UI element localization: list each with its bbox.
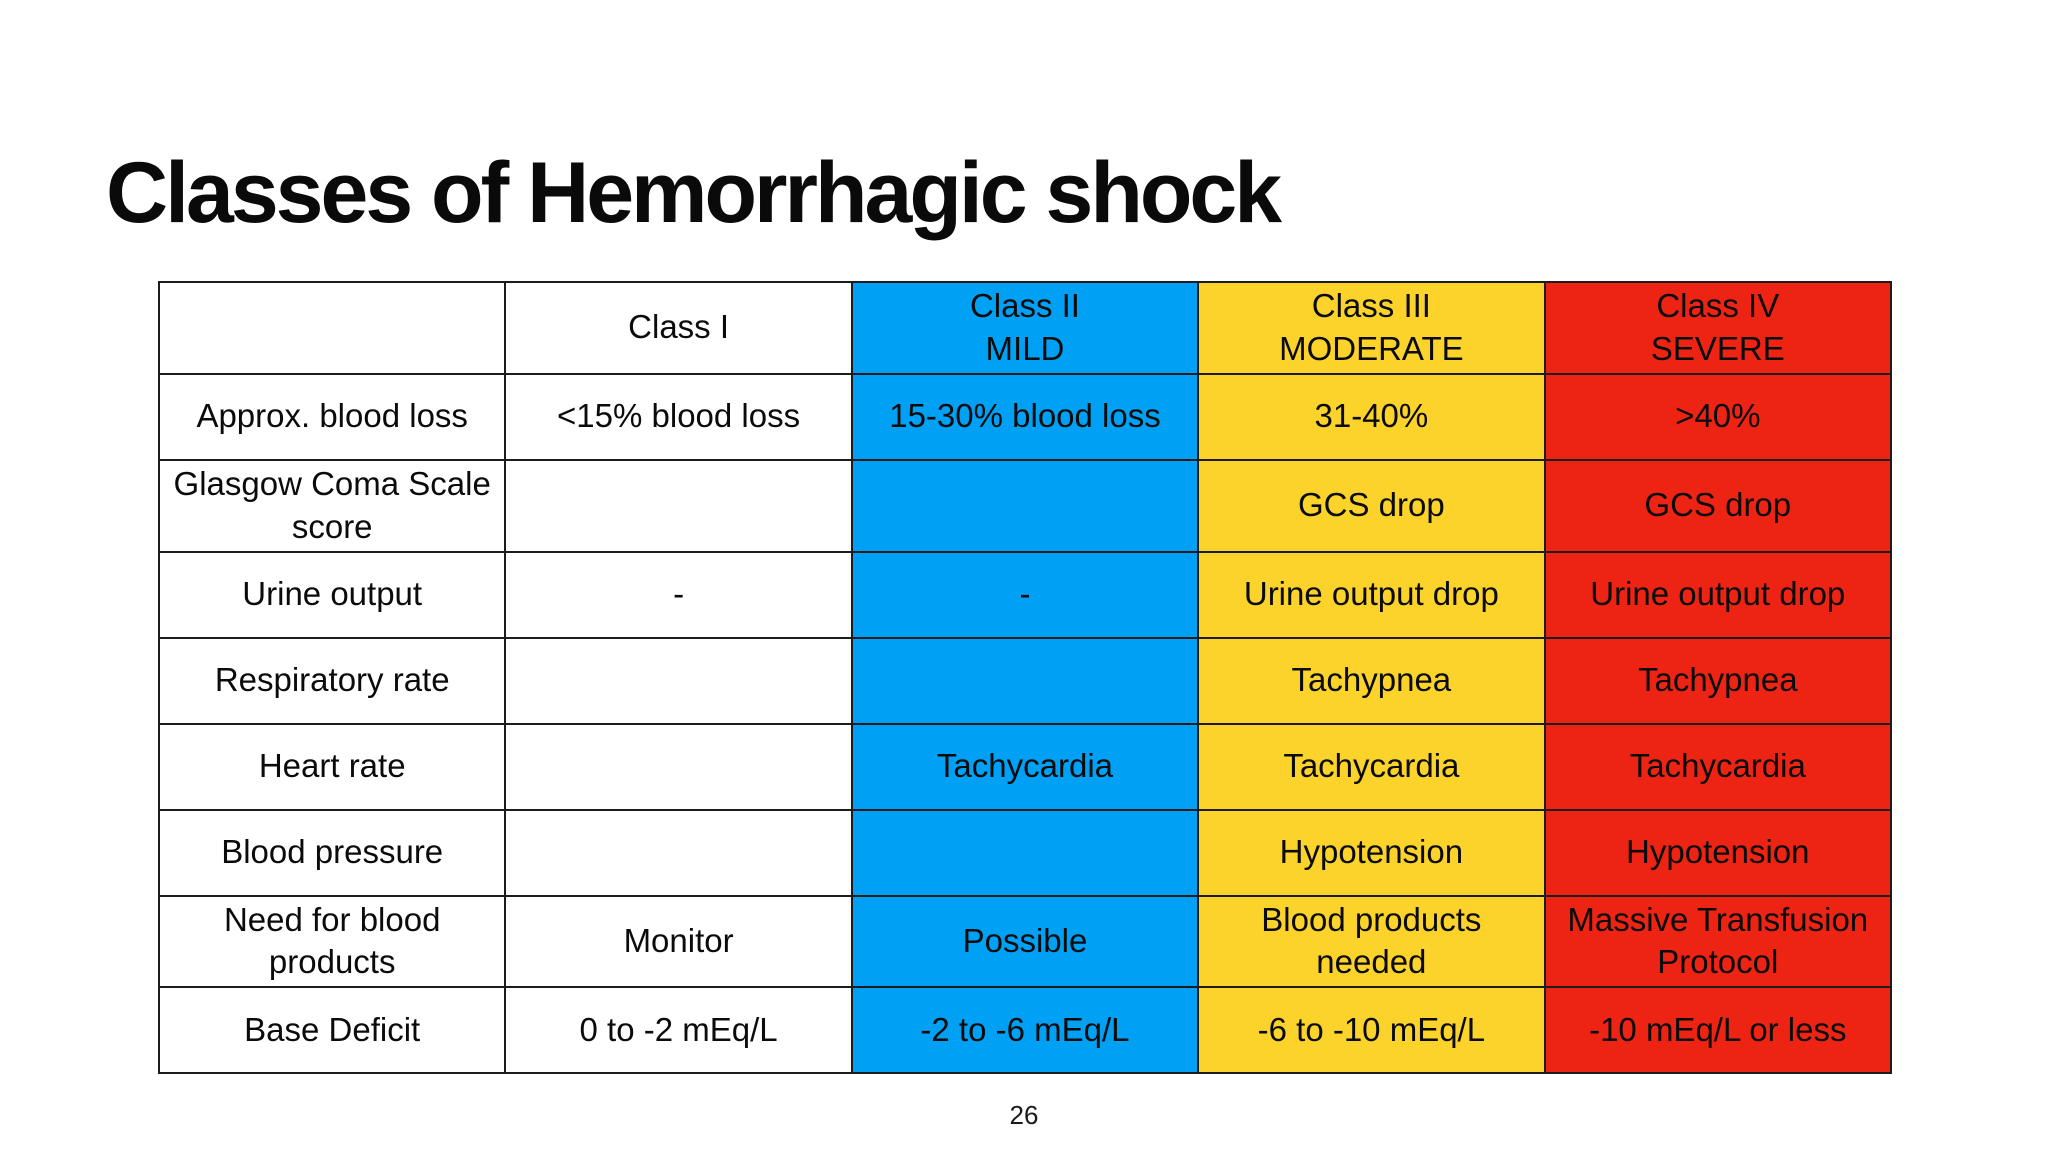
table-cell <box>504 636 853 725</box>
table-cell: Hypotension <box>1543 808 1893 897</box>
table-cell: Tachycardia <box>1197 722 1546 811</box>
header-label: Class IV <box>1656 287 1780 324</box>
table-cell <box>850 636 1200 725</box>
header-sublabel: SEVERE <box>1650 329 1785 367</box>
table-row-blood-pressure: Blood pressure Hypotension Hypotension <box>157 808 1893 897</box>
row-label: Base Deficit <box>157 986 507 1075</box>
table-cell: Tachypnea <box>1197 636 1546 725</box>
table-cell <box>504 458 853 553</box>
table-header-row: Class I Class II MILD Class III MODERATE… <box>157 281 1893 375</box>
row-label: Blood pressure <box>157 808 507 897</box>
table-row-base-deficit: Base Deficit 0 to -2 mEq/L -2 to -6 mEq/… <box>157 986 1893 1075</box>
table-cell: GCS drop <box>1197 458 1546 553</box>
table-cell: Possible <box>850 894 1200 989</box>
table-cell: <15% blood loss <box>504 372 853 461</box>
header-class-2: Class II MILD <box>850 281 1200 375</box>
shock-classes-table: Class I Class II MILD Class III MODERATE… <box>157 281 1893 1075</box>
header-sublabel: MILD <box>985 329 1065 367</box>
table-cell: Monitor <box>504 894 853 989</box>
row-label: Respiratory rate <box>157 636 507 725</box>
header-label: Class I <box>628 308 730 346</box>
header-label: Class III <box>1311 287 1431 324</box>
header-sublabel: MODERATE <box>1279 329 1464 367</box>
table-cell <box>850 458 1200 553</box>
slide-title: Classes of Hemorrhagic shock <box>106 144 1282 241</box>
table-row-heart-rate: Heart rate Tachycardia Tachycardia Tachy… <box>157 722 1893 811</box>
header-class-4: Class IV SEVERE <box>1543 281 1893 375</box>
header-label: Class II <box>969 287 1080 324</box>
row-label: Urine output <box>157 550 507 639</box>
header-class-3: Class III MODERATE <box>1197 281 1546 375</box>
table-cell: 31-40% <box>1197 372 1546 461</box>
table-cell: Urine output drop <box>1543 550 1893 639</box>
table-row-urine-output: Urine output - - Urine output drop Urine… <box>157 550 1893 639</box>
table-cell: -10 mEq/L or less <box>1543 986 1893 1075</box>
table-cell: - <box>850 550 1200 639</box>
table-cell <box>850 808 1200 897</box>
table-cell: Tachypnea <box>1543 636 1893 725</box>
table-cell: -2 to -6 mEq/L <box>850 986 1200 1075</box>
header-blank <box>157 281 507 375</box>
table-row-gcs: Glasgow Coma Scale score GCS drop GCS dr… <box>157 458 1893 553</box>
table-cell: GCS drop <box>1543 458 1893 553</box>
header-class-1: Class I <box>504 281 853 375</box>
row-label: Glasgow Coma Scale score <box>157 458 507 553</box>
row-label: Heart rate <box>157 722 507 811</box>
table-cell: Massive Transfusion Protocol <box>1543 894 1893 989</box>
table-cell: Tachycardia <box>1543 722 1893 811</box>
table-cell: Tachycardia <box>850 722 1200 811</box>
table-cell: -6 to -10 mEq/L <box>1197 986 1546 1075</box>
table-row-blood-loss: Approx. blood loss <15% blood loss 15-30… <box>157 372 1893 461</box>
table-cell: Hypotension <box>1197 808 1546 897</box>
table-cell <box>504 808 853 897</box>
table-row-blood-products: Need for blood products Monitor Possible… <box>157 894 1893 989</box>
table-cell: Blood products needed <box>1197 894 1546 989</box>
table-cell: >40% <box>1543 372 1893 461</box>
row-label: Approx. blood loss <box>157 372 507 461</box>
table-cell: 15-30% blood loss <box>850 372 1200 461</box>
table-cell: 0 to -2 mEq/L <box>504 986 853 1075</box>
table-cell <box>504 722 853 811</box>
table-row-respiratory-rate: Respiratory rate Tachypnea Tachypnea <box>157 636 1893 725</box>
table-cell: - <box>504 550 853 639</box>
row-label: Need for blood products <box>157 894 507 989</box>
table-cell: Urine output drop <box>1197 550 1546 639</box>
page-number: 26 <box>1009 1100 1039 1130</box>
